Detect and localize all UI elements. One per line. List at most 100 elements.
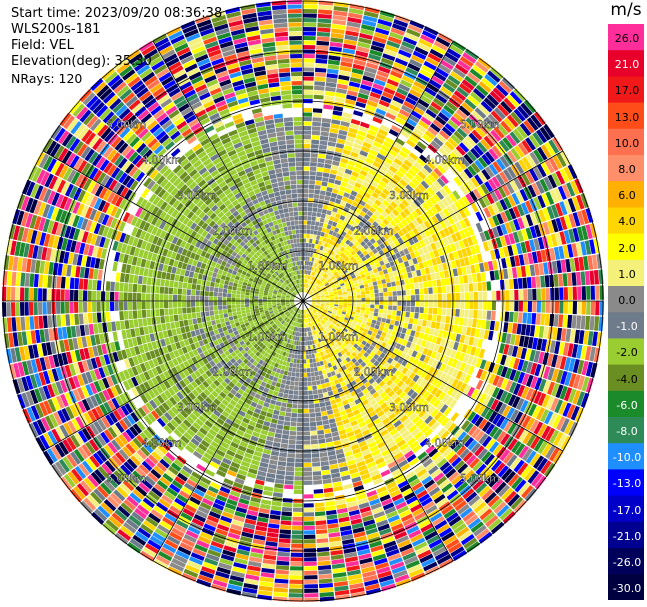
velocity-gate bbox=[311, 301, 316, 303]
velocity-gate bbox=[301, 336, 303, 342]
velocity-gate bbox=[328, 532, 341, 538]
velocity-gate bbox=[479, 231, 487, 242]
velocity-gate bbox=[303, 390, 308, 396]
velocity-gate bbox=[459, 507, 473, 519]
velocity-gate bbox=[369, 91, 381, 100]
velocity-gate bbox=[364, 417, 373, 425]
velocity-gate bbox=[341, 337, 347, 342]
velocity-gate bbox=[198, 480, 210, 490]
velocity-gate bbox=[425, 504, 438, 515]
velocity-gate bbox=[370, 180, 379, 188]
velocity-gate bbox=[288, 444, 296, 449]
velocity-gate bbox=[361, 331, 367, 337]
velocity-gate bbox=[330, 225, 336, 231]
velocity-gate bbox=[354, 398, 362, 405]
velocity-gate bbox=[281, 402, 287, 408]
velocity-gate bbox=[474, 263, 481, 273]
velocity-gate bbox=[507, 245, 514, 257]
velocity-gate bbox=[413, 276, 419, 283]
velocity-gate bbox=[451, 301, 456, 309]
velocity-gate bbox=[326, 514, 338, 520]
velocity-gate bbox=[525, 388, 534, 401]
velocity-gate bbox=[369, 388, 377, 396]
velocity-gate bbox=[372, 141, 382, 149]
velocity-gate bbox=[391, 286, 397, 292]
velocity-gate bbox=[354, 283, 360, 287]
velocity-gate bbox=[400, 463, 411, 472]
velocity-gate bbox=[530, 436, 541, 450]
velocity-gate bbox=[331, 119, 341, 125]
velocity-gate bbox=[183, 482, 195, 492]
velocity-gate bbox=[536, 338, 543, 351]
velocity-gate bbox=[238, 540, 252, 548]
velocity-gate bbox=[492, 161, 503, 173]
velocity-gate bbox=[365, 374, 372, 381]
velocity-gate bbox=[370, 323, 376, 328]
velocity-gate bbox=[329, 46, 342, 52]
velocity-gate bbox=[304, 283, 306, 288]
velocity-gate bbox=[338, 292, 343, 296]
velocity-gate bbox=[327, 234, 332, 240]
velocity-gate bbox=[360, 561, 374, 569]
velocity-gate bbox=[562, 402, 572, 417]
velocity-gate bbox=[318, 149, 327, 155]
velocity-gate bbox=[307, 284, 311, 289]
velocity-gate bbox=[426, 349, 433, 358]
velocity-gate bbox=[457, 503, 470, 515]
velocity-gate bbox=[488, 373, 496, 385]
velocity-gate bbox=[345, 213, 352, 219]
velocity-gate bbox=[266, 379, 273, 385]
velocity-gate bbox=[376, 224, 383, 232]
velocity-gate bbox=[303, 44, 316, 50]
velocity-gate bbox=[339, 521, 351, 528]
velocity-gate bbox=[433, 40, 448, 51]
velocity-gate bbox=[385, 277, 391, 283]
velocity-gate bbox=[358, 553, 372, 561]
velocity-gate bbox=[346, 565, 360, 572]
velocity-gate bbox=[414, 282, 419, 289]
velocity-gate bbox=[459, 382, 467, 393]
velocity-gate bbox=[325, 501, 336, 507]
velocity-gate bbox=[303, 265, 305, 270]
velocity-gate bbox=[442, 301, 447, 308]
velocity-gate bbox=[459, 309, 465, 318]
velocity-gate bbox=[267, 408, 274, 414]
velocity-gate bbox=[325, 302, 330, 304]
velocity-gate bbox=[336, 329, 342, 334]
velocity-gate bbox=[347, 293, 352, 297]
velocity-gate bbox=[351, 476, 362, 483]
velocity-gate bbox=[398, 391, 407, 399]
velocity-gate bbox=[420, 326, 426, 333]
velocity-gate bbox=[595, 301, 600, 316]
velocity-gate bbox=[388, 291, 393, 297]
velocity-gate bbox=[282, 351, 287, 357]
velocity-gate bbox=[316, 244, 321, 250]
velocity-gate bbox=[533, 350, 541, 363]
velocity-gate bbox=[319, 245, 324, 251]
velocity-gate bbox=[517, 217, 525, 230]
velocity-gate bbox=[553, 246, 561, 260]
velocity-gate bbox=[439, 404, 449, 414]
velocity-gate bbox=[417, 183, 426, 193]
velocity-gate bbox=[385, 343, 391, 350]
velocity-gate bbox=[349, 587, 365, 594]
velocity-gate bbox=[303, 512, 315, 517]
velocity-gate bbox=[290, 358, 294, 363]
velocity-gate bbox=[451, 456, 462, 468]
velocity-gate bbox=[576, 315, 582, 329]
velocity-gate bbox=[207, 485, 219, 494]
velocity-gate bbox=[359, 326, 365, 332]
velocity-gate bbox=[407, 271, 413, 279]
velocity-gate bbox=[310, 225, 315, 230]
velocity-gate bbox=[346, 431, 355, 438]
velocity-gate bbox=[323, 317, 328, 322]
velocity-gate bbox=[316, 302, 321, 304]
velocity-gate bbox=[364, 203, 372, 210]
velocity-gate bbox=[571, 343, 579, 358]
velocity-gate bbox=[332, 435, 341, 442]
velocity-gate bbox=[326, 77, 338, 84]
velocity-gate bbox=[311, 453, 320, 458]
velocity-gate bbox=[222, 457, 232, 466]
velocity-gate bbox=[416, 157, 426, 167]
